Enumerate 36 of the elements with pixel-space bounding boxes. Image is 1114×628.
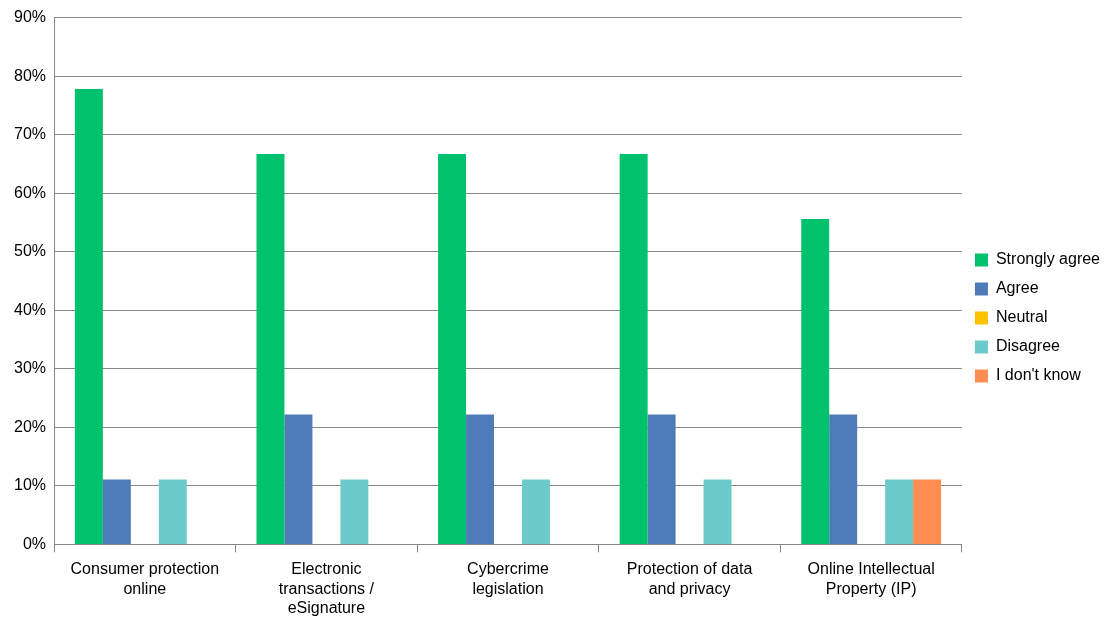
bar — [438, 153, 467, 544]
y-tick-label: 90% — [13, 8, 47, 26]
y-tick-label: 20% — [13, 417, 47, 435]
bar — [74, 89, 103, 544]
legend-label: Strongly agree — [995, 250, 1101, 268]
bar — [521, 479, 550, 544]
bar — [913, 479, 942, 544]
legend-label: Neutral — [995, 308, 1048, 326]
y-tick-label: 30% — [13, 359, 47, 377]
x-tick-label: Protection of data and privacy — [626, 560, 753, 597]
legend-label: Disagree — [995, 337, 1061, 355]
x-tick-label: Cybercrime legislation — [467, 560, 549, 597]
y-tick-label: 10% — [13, 476, 47, 494]
y-tick-label: 0% — [22, 534, 47, 552]
x-tick-label: Online Intellectual Property (IP) — [807, 560, 935, 597]
bar — [829, 414, 858, 544]
y-tick-label: 80% — [13, 66, 47, 84]
bar — [801, 218, 830, 544]
bar — [466, 414, 494, 544]
bar — [158, 479, 187, 544]
x-tick-label: Consumer protection online — [70, 560, 220, 597]
bar — [102, 479, 131, 544]
bar — [647, 414, 676, 544]
legend-label: I don't know — [995, 366, 1082, 384]
bar — [256, 153, 285, 544]
bar — [340, 479, 369, 544]
legend-label: Agree — [995, 279, 1039, 297]
y-tick-label: 40% — [13, 300, 47, 318]
bar — [284, 414, 313, 544]
bar — [619, 153, 648, 544]
bar — [885, 479, 914, 544]
y-tick-label: 50% — [13, 242, 47, 260]
x-tick-label: Electronic transactions / eSignature — [278, 560, 375, 616]
y-tick-label: 60% — [13, 183, 47, 201]
y-tick-label: 70% — [13, 125, 47, 143]
bar — [703, 479, 732, 544]
